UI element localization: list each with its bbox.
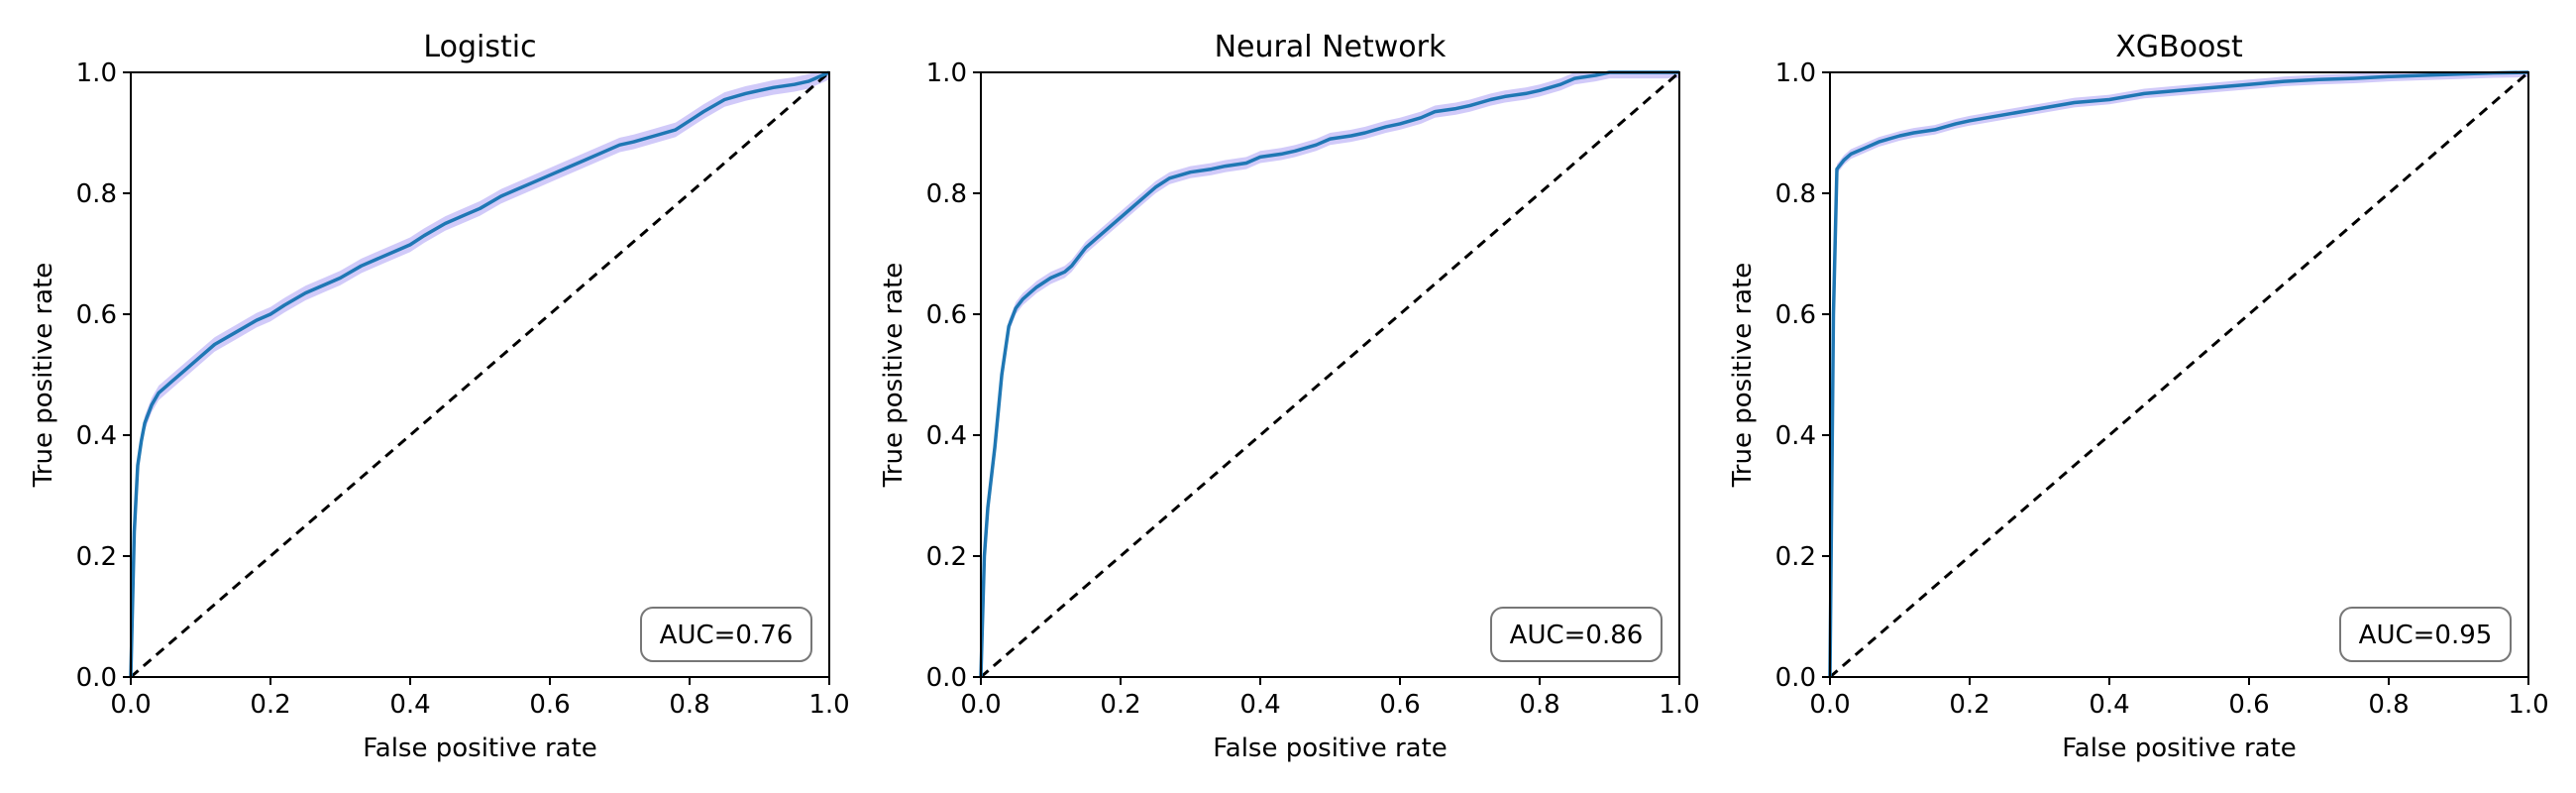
auc-label: AUC=0.76 bbox=[660, 621, 794, 650]
axes-frame bbox=[980, 71, 1680, 678]
y-tick-label: 0.4 bbox=[76, 421, 117, 451]
x-tick-label: 0.2 bbox=[250, 690, 290, 720]
y-tick-label: 1.0 bbox=[76, 58, 117, 88]
x-tick-label: 1.0 bbox=[1659, 690, 1699, 720]
x-tick-label: 0.6 bbox=[529, 690, 570, 720]
y-axis-label: True positive rate bbox=[879, 263, 909, 489]
x-tick-label: 0.0 bbox=[1809, 690, 1850, 720]
y-tick-label: 1.0 bbox=[926, 58, 967, 88]
auc-label: AUC=0.95 bbox=[2359, 621, 2493, 650]
x-tick-label: 1.0 bbox=[2508, 690, 2548, 720]
panel-neural-network: Neural Network 0.0 0.2 0.4 0.6 0.8 1.00.00.20… bbox=[879, 30, 1700, 763]
x-tick-label: 0.8 bbox=[669, 690, 709, 720]
chance-diagonal bbox=[130, 70, 830, 679]
x-axis-label: False positive rate bbox=[363, 734, 597, 763]
roc-curve bbox=[129, 70, 830, 678]
roc-curve bbox=[1828, 70, 2529, 678]
roc-curve bbox=[979, 70, 1679, 678]
y-tick-label: 0.2 bbox=[1775, 542, 1816, 572]
y-tick-label: 1.0 bbox=[1775, 58, 1816, 88]
y-tick-label: 0.6 bbox=[76, 300, 117, 330]
x-tick-label: 1.0 bbox=[808, 690, 849, 720]
y-tick-label: 0.0 bbox=[926, 663, 967, 693]
y-tick-label: 0.6 bbox=[926, 300, 967, 330]
x-tick-label: 0.2 bbox=[1949, 690, 1989, 720]
axes-frame bbox=[130, 71, 830, 678]
axes-frame bbox=[1829, 71, 2529, 678]
x-tick-label: 0.4 bbox=[2089, 690, 2129, 720]
panel-xgboost: XGBoost 0.0 0.2 0.4 0.6 0.8 1.00.00.20.40.60.… bbox=[1728, 30, 2549, 763]
x-tick-label: 0.4 bbox=[389, 690, 430, 720]
x-axis-label: False positive rate bbox=[2062, 734, 2297, 763]
panel-title: XGBoost bbox=[2115, 30, 2243, 64]
y-tick-label: 0.0 bbox=[1775, 663, 1816, 693]
x-tick-label: 0.4 bbox=[1239, 690, 1280, 720]
x-tick-label: 0.0 bbox=[110, 690, 151, 720]
x-tick-label: 0.8 bbox=[1519, 690, 1559, 720]
auc-annotation: AUC=0.86 bbox=[1490, 607, 1663, 662]
x-tick-label: 0.2 bbox=[1100, 690, 1140, 720]
plot-area: 0.0 0.2 0.4 0.6 0.8 1.0 0.0 0.2 0.4 0.6 0.8 1.0 bbox=[926, 58, 1700, 720]
chance-diagonal bbox=[980, 70, 1680, 679]
y-tick-label: 0.6 bbox=[1775, 300, 1816, 330]
x-tick-label: 0.0 bbox=[960, 690, 1001, 720]
y-tick-label: 0.8 bbox=[1775, 179, 1816, 209]
y-tick-label: 0.4 bbox=[1775, 421, 1816, 451]
panel-title: Logistic bbox=[423, 30, 536, 64]
panel-logistic: Logistic 0.0 0.2 0.4 0.6 0.8 1.00.00.20.40.60… bbox=[29, 30, 850, 763]
y-tick-label: 0.2 bbox=[76, 542, 117, 572]
auc-box bbox=[2339, 607, 2512, 662]
x-axis-label: False positive rate bbox=[1213, 734, 1448, 763]
x-tick-label: 0.8 bbox=[2368, 690, 2409, 720]
x-tick-label: 0.6 bbox=[1379, 690, 1420, 720]
chance-diagonal bbox=[1829, 70, 2529, 679]
plot-area: 0.0 0.2 0.4 0.6 0.8 1.0 0.0 0.2 0.4 0.6 0.8 1.0 bbox=[1775, 58, 2549, 720]
y-axis-label: True positive rate bbox=[29, 263, 58, 489]
auc-box bbox=[1490, 607, 1663, 662]
y-tick-label: 0.0 bbox=[76, 663, 117, 693]
plot-area: 0.0 0.2 0.4 0.6 0.8 1.0 0.0 0.2 0.4 0.6 0.8 1.0 bbox=[76, 58, 850, 720]
auc-annotation: AUC=0.95 bbox=[2339, 607, 2512, 662]
auc-annotation: AUC=0.76 bbox=[640, 607, 812, 662]
y-tick-label: 0.4 bbox=[926, 421, 967, 451]
y-tick-label: 0.8 bbox=[926, 179, 967, 209]
auc-label: AUC=0.86 bbox=[1510, 621, 1644, 650]
auc-box bbox=[640, 607, 812, 662]
y-tick-label: 0.8 bbox=[76, 179, 117, 209]
x-tick-label: 0.6 bbox=[2228, 690, 2269, 720]
confidence-band bbox=[1830, 72, 2528, 677]
y-tick-label: 0.2 bbox=[926, 542, 967, 572]
panel-title: Neural Network bbox=[1215, 30, 1447, 64]
y-axis-label: True positive rate bbox=[1728, 263, 1758, 489]
